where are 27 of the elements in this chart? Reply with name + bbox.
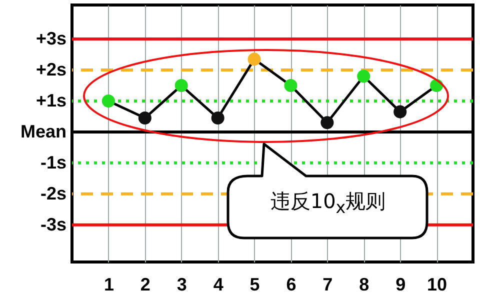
x-tick-label: 3 <box>176 274 187 294</box>
point <box>248 52 261 66</box>
point <box>320 116 334 130</box>
point <box>394 105 407 118</box>
x-tick-label: 4 <box>213 274 224 294</box>
y-tick-label: -3s <box>40 214 66 234</box>
point <box>284 79 298 92</box>
point <box>174 79 188 92</box>
x-tick-label: 10 <box>427 274 448 294</box>
x-tick-label: 6 <box>286 274 296 294</box>
y-tick-label: Mean <box>20 121 66 142</box>
x-tick-label: 5 <box>250 274 260 294</box>
point <box>211 112 224 125</box>
y-tick-label: +3s <box>36 28 66 49</box>
y-tick-label: -1s <box>40 152 66 172</box>
y-tick-label: +2s <box>36 60 66 80</box>
x-tick-label: 7 <box>322 274 333 294</box>
annotation: 违反10$_{x}$规则 <box>269 188 387 217</box>
y-tick-label: -2s <box>40 183 66 204</box>
point <box>138 112 152 125</box>
x-tick-label: 8 <box>359 274 370 294</box>
point <box>102 94 115 108</box>
x-tick-label: 1 <box>104 274 114 294</box>
x-tick-label: 9 <box>396 274 406 294</box>
y-tick-label: +1s <box>36 90 66 110</box>
x-tick-label: 2 <box>140 274 150 294</box>
point <box>357 70 370 83</box>
